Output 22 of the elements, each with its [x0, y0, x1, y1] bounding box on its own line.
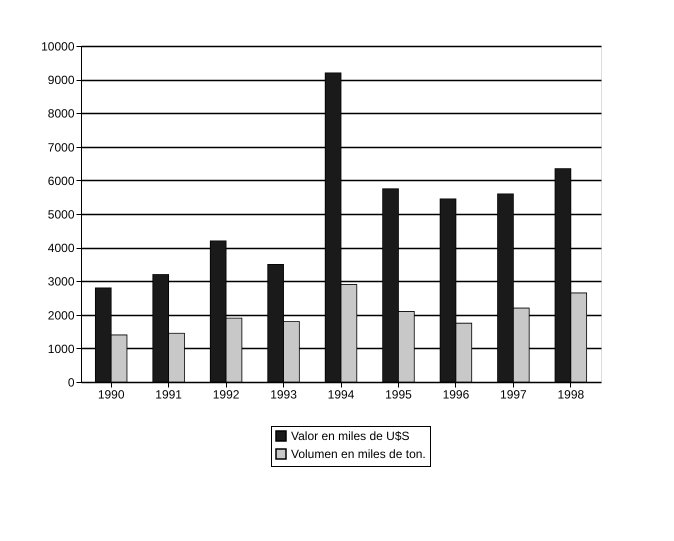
y-tick-label: 10000 [41, 40, 75, 54]
y-tick-label: 8000 [48, 106, 75, 121]
y-tick-label: 0 [68, 376, 75, 390]
legend-label: Volumen en miles de ton. [291, 447, 426, 461]
y-tick-label: 5000 [48, 208, 75, 222]
y-tick-label: 9000 [48, 73, 75, 88]
x-tick-label: 1994 [328, 388, 355, 402]
x-tick-label: 1991 [155, 388, 182, 402]
x-tick-label: 1992 [212, 388, 240, 402]
x-tick-label: 1990 [98, 388, 125, 402]
y-tick-label: 1000 [48, 342, 75, 356]
y-tick-label: 6000 [48, 174, 75, 188]
legend-label: Valor en miles de U$S [291, 429, 410, 443]
x-tick-label: 1998 [557, 388, 585, 402]
y-tick-label: 4000 [48, 241, 75, 256]
y-tick-label: 3000 [48, 274, 75, 289]
y-tick-label: 7000 [48, 140, 75, 154]
x-tick-label: 1996 [442, 388, 470, 402]
x-tick-label: 1995 [385, 388, 412, 402]
y-tick-label: 2000 [48, 308, 75, 322]
x-tick-label: 1997 [500, 388, 528, 402]
x-tick-label: 1993 [270, 388, 298, 402]
